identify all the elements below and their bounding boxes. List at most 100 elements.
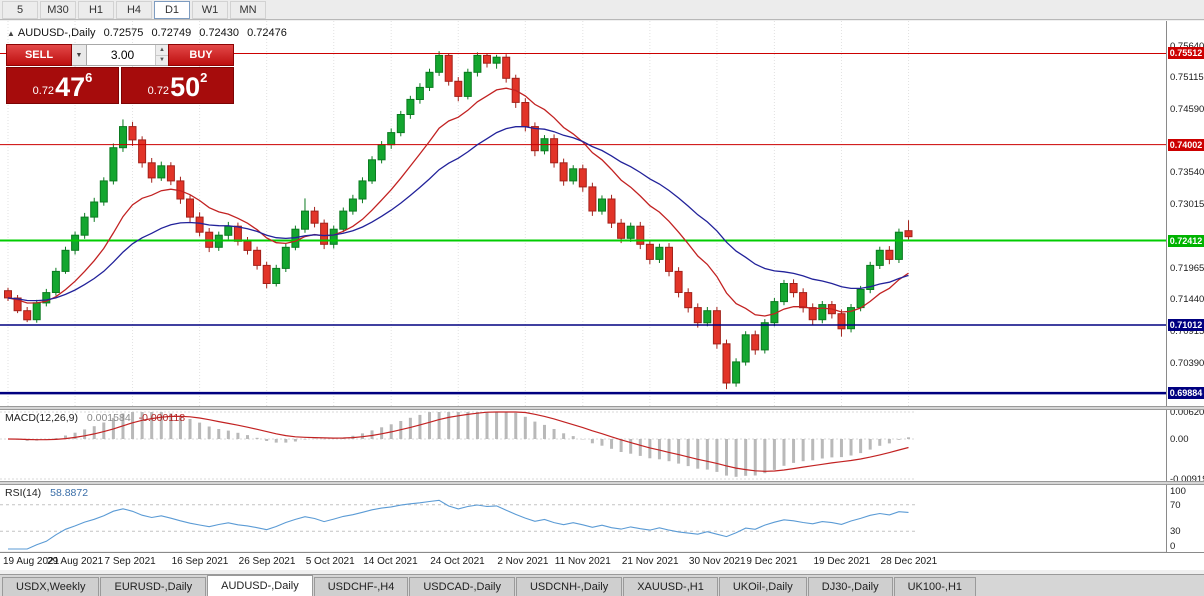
date-axis[interactable]: 19 Aug 2021 29 Aug 2021 7 Sep 2021 16 Sep 2…	[0, 552, 1204, 570]
chevron-down-icon: ▼	[75, 51, 83, 59]
price-badge: 0.71012	[1168, 319, 1204, 332]
macd-chart	[0, 411, 916, 480]
price-badge: 0.74002	[1168, 138, 1204, 151]
price-badge: 0.72412	[1168, 234, 1204, 247]
date-label: 28 Dec 2021	[880, 556, 938, 567]
timeframe-button-5[interactable]: 5	[2, 0, 38, 19]
macd-label: MACD(12,26,9) 0.001584 -0.000118	[5, 412, 185, 424]
price-badge: 0.69884	[1168, 387, 1204, 400]
tab-usdchf-h4[interactable]: USDCHF-,H4	[313, 577, 409, 596]
date-label: 11 Nov 2021	[554, 556, 611, 567]
ask-pipette: 2	[200, 70, 208, 85]
price-tick: 0.71965	[1170, 262, 1204, 274]
date-label: 21 Nov 2021	[621, 556, 679, 567]
symbol-label: AUDUSD-,Daily	[17, 27, 96, 39]
macd-histogram	[16, 412, 911, 477]
date-label: 26 Sep 2021	[238, 556, 296, 567]
rsi-chart	[0, 499, 916, 550]
volume-down-button[interactable]: ▼	[156, 55, 168, 65]
open-value: 0.72575	[103, 27, 144, 39]
rsi-pane[interactable]: RSI(14) 58.8872	[0, 485, 1166, 551]
bid-pipette: 6	[85, 70, 93, 85]
timeframe-button-h1[interactable]: H1	[78, 0, 114, 19]
price-axis[interactable]: 0.75640 0.75115 0.74590 0.73540 0.73015 0.719…	[1166, 21, 1204, 570]
tab-usdcad-daily[interactable]: USDCAD-,Daily	[409, 577, 515, 596]
tab-usdx-weekly[interactable]: USDX,Weekly	[2, 577, 100, 596]
collapse-icon[interactable]: ▲	[7, 29, 15, 38]
price-tick: 0.71440	[1170, 294, 1204, 306]
timeframe-button-mn[interactable]: MN	[230, 0, 266, 19]
date-label: 19 Aug 2021	[3, 556, 60, 567]
close-value: 0.72476	[247, 27, 287, 39]
tab-usdcnh-daily[interactable]: USDCNH-,Daily	[515, 577, 623, 596]
rsi-axis-label: 0	[1170, 541, 1176, 552]
timeframe-toolbar: 5 M30 H1 H4 D1 W1 MN	[0, 0, 1204, 20]
volume-input[interactable]	[87, 45, 168, 65]
rsi-axis-label: 70	[1170, 499, 1181, 511]
date-label: 29 Aug 2021	[47, 556, 104, 567]
low-value: 0.72430	[199, 27, 240, 39]
price-tick: 0.70390	[1170, 357, 1204, 369]
macd-main-value: 0.001584	[86, 412, 131, 424]
price-tick: 0.74590	[1170, 104, 1204, 116]
rsi-title: RSI(14)	[5, 487, 42, 499]
date-label: 14 Oct 2021	[363, 556, 418, 567]
tab-eurusd-daily[interactable]: EURUSD-,Daily	[100, 577, 207, 596]
ask-big-digits: 50	[170, 72, 201, 102]
candlestick-chart	[0, 21, 1166, 406]
ask-prefix: 0.72	[147, 85, 170, 97]
price-badge: 0.75512	[1168, 47, 1204, 60]
date-label: 16 Sep 2021	[171, 556, 229, 567]
macd-axis-label: 0.00620	[1170, 407, 1204, 418]
high-value: 0.72749	[151, 27, 192, 39]
timeframe-button-m30[interactable]: M30	[40, 0, 76, 19]
candles-layer	[4, 51, 913, 390]
buy-button[interactable]: BUY	[168, 44, 234, 66]
date-label: 30 Nov 2021	[688, 556, 746, 567]
ask-price-display[interactable]: 0.72 50 2	[121, 67, 234, 104]
volume-up-button[interactable]: ▲	[156, 45, 168, 56]
pane-divider[interactable]	[0, 406, 1204, 410]
date-label: 9 Dec 2021	[746, 556, 798, 567]
macd-signal-value: -0.000118	[138, 412, 186, 424]
timeframe-button-d1[interactable]: D1	[154, 0, 190, 19]
price-tick: 0.70915	[1170, 325, 1204, 337]
tab-audusd-daily[interactable]: AUDUSD-,Daily	[207, 575, 313, 596]
pane-divider[interactable]	[0, 481, 1204, 485]
date-label: 5 Oct 2021	[305, 556, 355, 567]
price-tick: 0.75115	[1170, 72, 1204, 84]
support-resistance-lines[interactable]	[0, 53, 1166, 395]
one-click-trading-widget: SELL ▼ ▲ ▼ BUY 0.72 47 6 0.7	[6, 44, 234, 104]
date-label: 24 Oct 2021	[430, 556, 485, 567]
date-label: 19 Dec 2021	[813, 556, 871, 567]
bid-price-display[interactable]: 0.72 47 6	[6, 67, 119, 104]
tab-ukoil-daily[interactable]: UKOil-,Daily	[718, 577, 807, 596]
rsi-axis-label: 100	[1170, 486, 1186, 497]
bid-big-digits: 47	[55, 72, 86, 102]
price-chart-pane[interactable]: ▲ AUDUSD-,Daily 0.72575 0.72749 0.72430 0…	[0, 21, 1166, 406]
price-tick: 0.73540	[1170, 167, 1204, 179]
rsi-axis-label: 30	[1170, 526, 1181, 538]
rsi-label: RSI(14) 58.8872	[5, 487, 88, 499]
date-label: 2 Nov 2021	[497, 556, 549, 567]
macd-pane[interactable]: MACD(12,26,9) 0.001584 -0.000118	[0, 410, 1166, 481]
chart-tabs: USDX,Weekly EURUSD-,Daily AUDUSD-,Daily USD…	[0, 574, 1204, 596]
volume-dropdown-button[interactable]: ▼	[72, 44, 87, 66]
chart-header: ▲ AUDUSD-,Daily 0.72575 0.72749 0.72430 0…	[7, 27, 292, 39]
tab-dj30-daily[interactable]: DJ30-,Daily	[807, 577, 893, 596]
moving-averages	[7, 87, 909, 317]
price-tick: 0.75640	[1170, 40, 1204, 52]
date-label: 7 Sep 2021	[104, 556, 156, 567]
rsi-value: 58.8872	[50, 487, 89, 499]
tab-uk100-h1[interactable]: UK100-,H1	[893, 577, 977, 596]
timeframe-button-w1[interactable]: W1	[192, 0, 228, 19]
price-tick: 0.73015	[1170, 199, 1204, 211]
macd-title: MACD(12,26,9)	[5, 412, 78, 424]
tab-xauusd-h1[interactable]: XAUUSD-,H1	[623, 577, 718, 596]
sell-button[interactable]: SELL	[6, 44, 72, 66]
timeframe-button-h4[interactable]: H4	[116, 0, 152, 19]
macd-axis-label: 0.00	[1170, 433, 1189, 445]
macd-axis-label: -0.00919	[1170, 473, 1204, 485]
bid-prefix: 0.72	[32, 85, 55, 97]
